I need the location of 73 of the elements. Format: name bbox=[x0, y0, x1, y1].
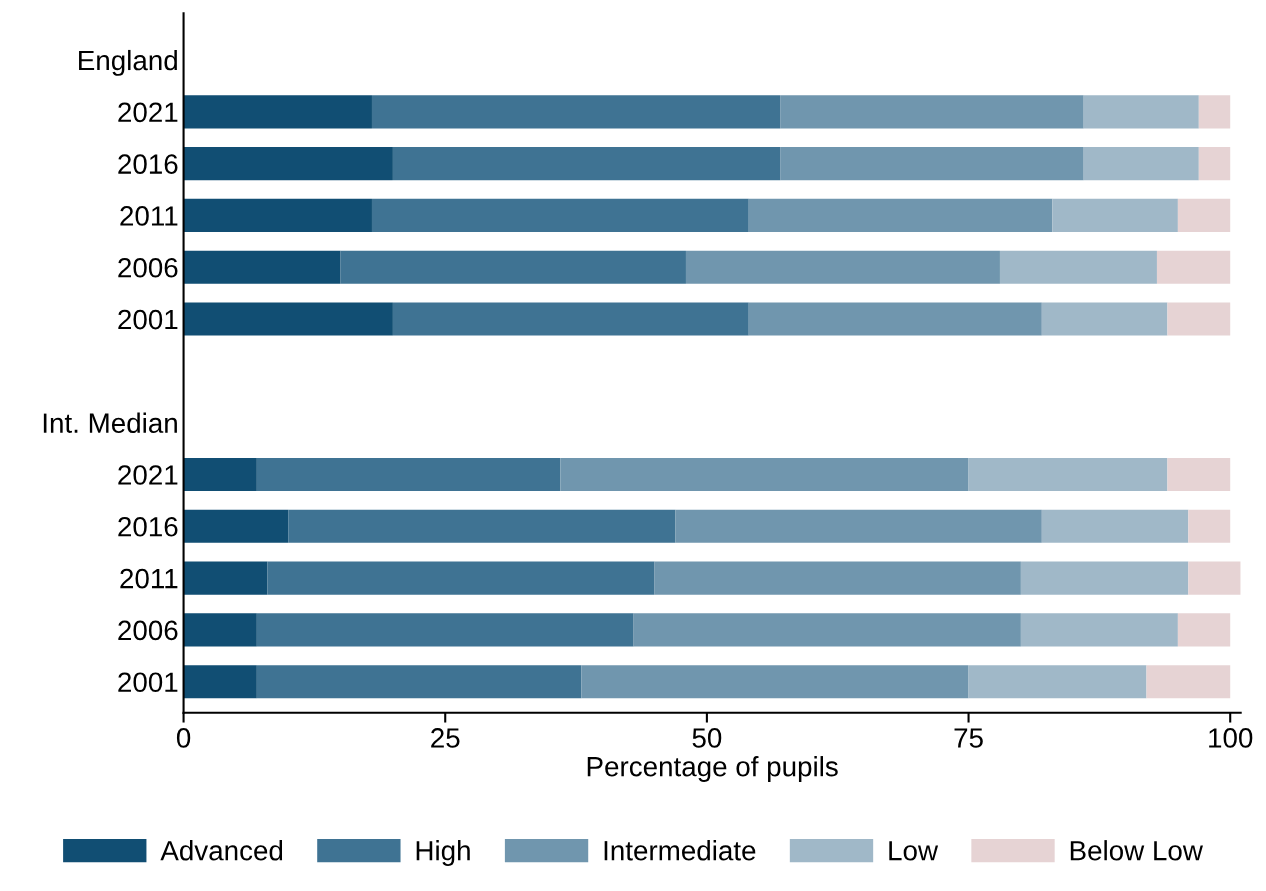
y-tick-label: 2001 bbox=[118, 309, 178, 330]
bar bbox=[968, 457, 1168, 492]
y-tick-label: 2021 bbox=[118, 102, 178, 123]
bar bbox=[183, 95, 372, 129]
bar bbox=[1188, 561, 1241, 595]
bar bbox=[183, 613, 257, 647]
x-tick-label: 100 bbox=[1209, 728, 1253, 748]
bar bbox=[183, 457, 257, 492]
bar bbox=[1041, 509, 1189, 543]
y-tick-label: 2016 bbox=[118, 516, 178, 537]
bar bbox=[1156, 250, 1231, 284]
x-tick-label: 50 bbox=[692, 728, 722, 748]
bar bbox=[1146, 665, 1231, 699]
y-tick-label: 2016 bbox=[118, 154, 178, 174]
legend-label: Intermediate bbox=[604, 840, 756, 861]
bar bbox=[183, 198, 372, 232]
bar bbox=[968, 665, 1147, 699]
bar bbox=[256, 457, 561, 492]
bar bbox=[1198, 95, 1231, 129]
bar bbox=[267, 561, 655, 595]
y-tick-label: 2006 bbox=[118, 257, 178, 278]
bar bbox=[183, 147, 393, 181]
bar bbox=[183, 302, 393, 336]
bar bbox=[633, 613, 1021, 647]
bar bbox=[183, 665, 257, 699]
bar bbox=[371, 95, 781, 129]
bar bbox=[392, 147, 781, 181]
bar bbox=[1167, 302, 1231, 336]
bar bbox=[340, 250, 686, 284]
x-tick-label: 0 bbox=[176, 728, 191, 748]
y-tick-label: England bbox=[79, 49, 177, 76]
x-tick-label: 25 bbox=[431, 728, 460, 748]
y-tick-label: 2001 bbox=[118, 672, 178, 693]
y-tick-label: 2011 bbox=[120, 568, 178, 589]
bar bbox=[1083, 95, 1199, 129]
bar bbox=[183, 250, 341, 284]
bar bbox=[685, 250, 1000, 284]
y-tick-label: 2021 bbox=[118, 465, 178, 485]
bar bbox=[675, 509, 1042, 543]
y-tick-label: Int. Median bbox=[43, 412, 177, 433]
bar bbox=[1020, 613, 1178, 647]
bar bbox=[256, 613, 634, 647]
legend-label: Advanced bbox=[160, 840, 283, 861]
bar bbox=[1177, 198, 1231, 232]
bar bbox=[1177, 613, 1231, 647]
bar bbox=[183, 561, 268, 595]
bar bbox=[581, 665, 969, 699]
bar bbox=[748, 198, 1053, 232]
legend-label: Below Low bbox=[1070, 840, 1203, 861]
bar bbox=[288, 509, 676, 543]
x-axis-title: Percentage of pupils bbox=[587, 756, 838, 782]
bar bbox=[183, 509, 289, 543]
bar bbox=[371, 198, 749, 232]
bar bbox=[392, 302, 749, 336]
bar bbox=[654, 561, 1021, 595]
legend-label: High bbox=[416, 840, 470, 866]
bar bbox=[1041, 302, 1168, 336]
legend-label: Low bbox=[889, 841, 939, 861]
bar bbox=[1052, 198, 1178, 232]
bar bbox=[780, 95, 1084, 129]
bar bbox=[1083, 147, 1199, 181]
bar bbox=[780, 147, 1084, 181]
bar bbox=[1020, 561, 1189, 595]
bar bbox=[1167, 457, 1231, 492]
y-tick-label: 2006 bbox=[118, 620, 178, 641]
bar bbox=[1188, 509, 1231, 543]
bar bbox=[560, 457, 969, 492]
x-tick-label: 75 bbox=[954, 728, 983, 748]
bar bbox=[999, 250, 1157, 284]
bar bbox=[748, 302, 1042, 336]
y-tick-label: 2011 bbox=[120, 206, 178, 226]
bar bbox=[256, 665, 582, 699]
bar bbox=[1198, 147, 1231, 181]
